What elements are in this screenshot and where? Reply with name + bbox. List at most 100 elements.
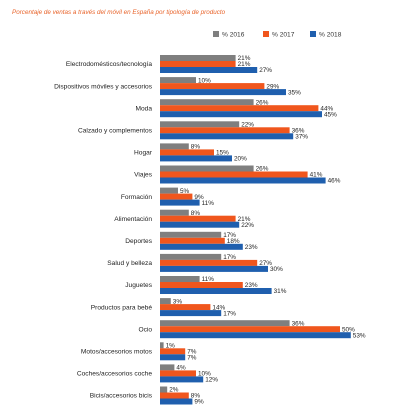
category-label: Bicis/accesorios bicis — [90, 393, 153, 400]
bar-dispositivos-moviles-y-accesorios-2017 — [160, 83, 265, 90]
value-label: 3% — [173, 298, 183, 305]
category-label: Dispositivos móviles y accesorios — [54, 83, 153, 90]
value-label: 12% — [205, 377, 218, 384]
category-label: Formación — [121, 194, 152, 201]
value-label: 20% — [234, 156, 247, 163]
value-label: 1% — [166, 343, 176, 350]
bar-deportes-2017 — [160, 237, 225, 244]
value-label: 7% — [187, 355, 197, 362]
category-label: Deportes — [125, 238, 152, 245]
value-label: 10% — [198, 77, 211, 84]
value-label: 45% — [324, 111, 337, 118]
value-label: 53% — [353, 332, 366, 339]
value-label: 18% — [227, 238, 240, 245]
bar-juguetes-2017 — [160, 282, 243, 288]
category-label: Ocio — [138, 326, 152, 333]
bar-deportes-2016 — [160, 231, 222, 238]
value-label: 36% — [292, 320, 305, 327]
value-label: 9% — [194, 194, 204, 201]
bar-bicis-accesorios-bicis-2016 — [160, 386, 168, 393]
bar-viajes-2016 — [160, 165, 254, 172]
bar-motos-accesorios-motos-2017 — [160, 348, 186, 355]
category-label: Electrodomésticos/tecnología — [66, 61, 152, 68]
value-label: 27% — [259, 260, 272, 267]
value-label: 26% — [256, 166, 269, 173]
value-label: 8% — [191, 144, 201, 151]
bar-productos-para-bebe-2018 — [160, 310, 222, 317]
value-label: 21% — [238, 55, 251, 62]
legend-swatch — [263, 31, 269, 37]
value-label: 50% — [342, 326, 355, 333]
value-labels: 21%21%27%10%29%35%26%44%45%22%36%37%8%15… — [166, 55, 366, 406]
legend-item-2018: % 2018 — [310, 31, 342, 39]
value-label: 23% — [245, 282, 258, 289]
bar-viajes-2018 — [160, 177, 326, 184]
value-label: 17% — [223, 232, 236, 239]
value-label: 21% — [238, 216, 251, 223]
bar-formacion-2018 — [160, 199, 200, 206]
bar-salud-y-belleza-2018 — [160, 265, 268, 272]
value-label: 8% — [191, 210, 201, 217]
category-label: Juguetes — [125, 282, 152, 289]
category-label: Coches/accesorios coche — [77, 371, 152, 378]
bar-dispositivos-moviles-y-accesorios-2018 — [160, 89, 286, 96]
category-label: Salud y belleza — [107, 260, 152, 267]
value-label: 11% — [202, 276, 215, 283]
value-label: 2% — [169, 387, 179, 394]
value-label: 41% — [310, 172, 323, 179]
value-label: 15% — [216, 150, 229, 157]
bar-productos-para-bebe-2016 — [160, 298, 171, 305]
value-label: 9% — [194, 399, 204, 406]
bar-alimentacion-2016 — [160, 209, 189, 216]
legend-swatch — [310, 31, 316, 37]
legend-item-2017: % 2017 — [263, 31, 295, 39]
bar-juguetes-2018 — [160, 288, 272, 294]
value-label: 36% — [292, 128, 305, 135]
bar-formacion-2017 — [160, 193, 193, 200]
value-label: 31% — [274, 288, 287, 295]
value-label: 26% — [256, 99, 269, 106]
bar-alimentacion-2017 — [160, 215, 236, 222]
legend-item-2016: % 2016 — [213, 31, 245, 39]
value-label: 37% — [295, 134, 308, 141]
value-label: 5% — [180, 188, 190, 195]
legend-label: % 2018 — [319, 32, 342, 39]
bars — [160, 55, 351, 405]
bar-viajes-2017 — [160, 171, 308, 178]
bar-moda-2018 — [160, 111, 322, 118]
category-label: Viajes — [134, 172, 153, 179]
bar-salud-y-belleza-2016 — [160, 253, 222, 260]
bar-coches-accesorios-coche-2016 — [160, 364, 175, 371]
value-label: 4% — [176, 365, 186, 372]
bar-deportes-2018 — [160, 243, 243, 250]
legend-label: % 2017 — [272, 32, 295, 39]
bar-alimentacion-2018 — [160, 221, 240, 228]
value-label: 23% — [245, 244, 258, 251]
bar-motos-accesorios-motos-2018 — [160, 354, 186, 361]
category-label: Calzado y complementos — [78, 128, 153, 135]
value-label: 8% — [191, 393, 201, 400]
value-label: 14% — [212, 304, 225, 311]
value-label: 11% — [202, 200, 215, 207]
bar-coches-accesorios-coche-2017 — [160, 370, 196, 377]
bar-hogar-2016 — [160, 143, 189, 150]
value-label: 7% — [187, 349, 197, 356]
value-label: 17% — [223, 310, 236, 317]
bar-formacion-2016 — [160, 187, 178, 194]
value-label: 44% — [320, 105, 333, 112]
bar-ocio-2017 — [160, 326, 340, 333]
bar-motos-accesorios-motos-2016 — [160, 342, 164, 349]
bar-moda-2017 — [160, 105, 319, 112]
legend-swatch — [213, 31, 219, 37]
value-label: 21% — [238, 61, 251, 68]
value-label: 17% — [223, 254, 236, 261]
category-label: Moda — [136, 105, 153, 112]
value-label: 10% — [198, 371, 211, 378]
category-labels: Electrodomésticos/tecnología Dispositivos… — [54, 61, 153, 400]
bar-coches-accesorios-coche-2018 — [160, 376, 204, 383]
bar-hogar-2018 — [160, 155, 232, 162]
bar-dispositivos-moviles-y-accesorios-2016 — [160, 77, 196, 84]
category-label: Motos/accesorios motos — [81, 349, 153, 356]
bar-calzado-y-complementos-2017 — [160, 127, 290, 134]
